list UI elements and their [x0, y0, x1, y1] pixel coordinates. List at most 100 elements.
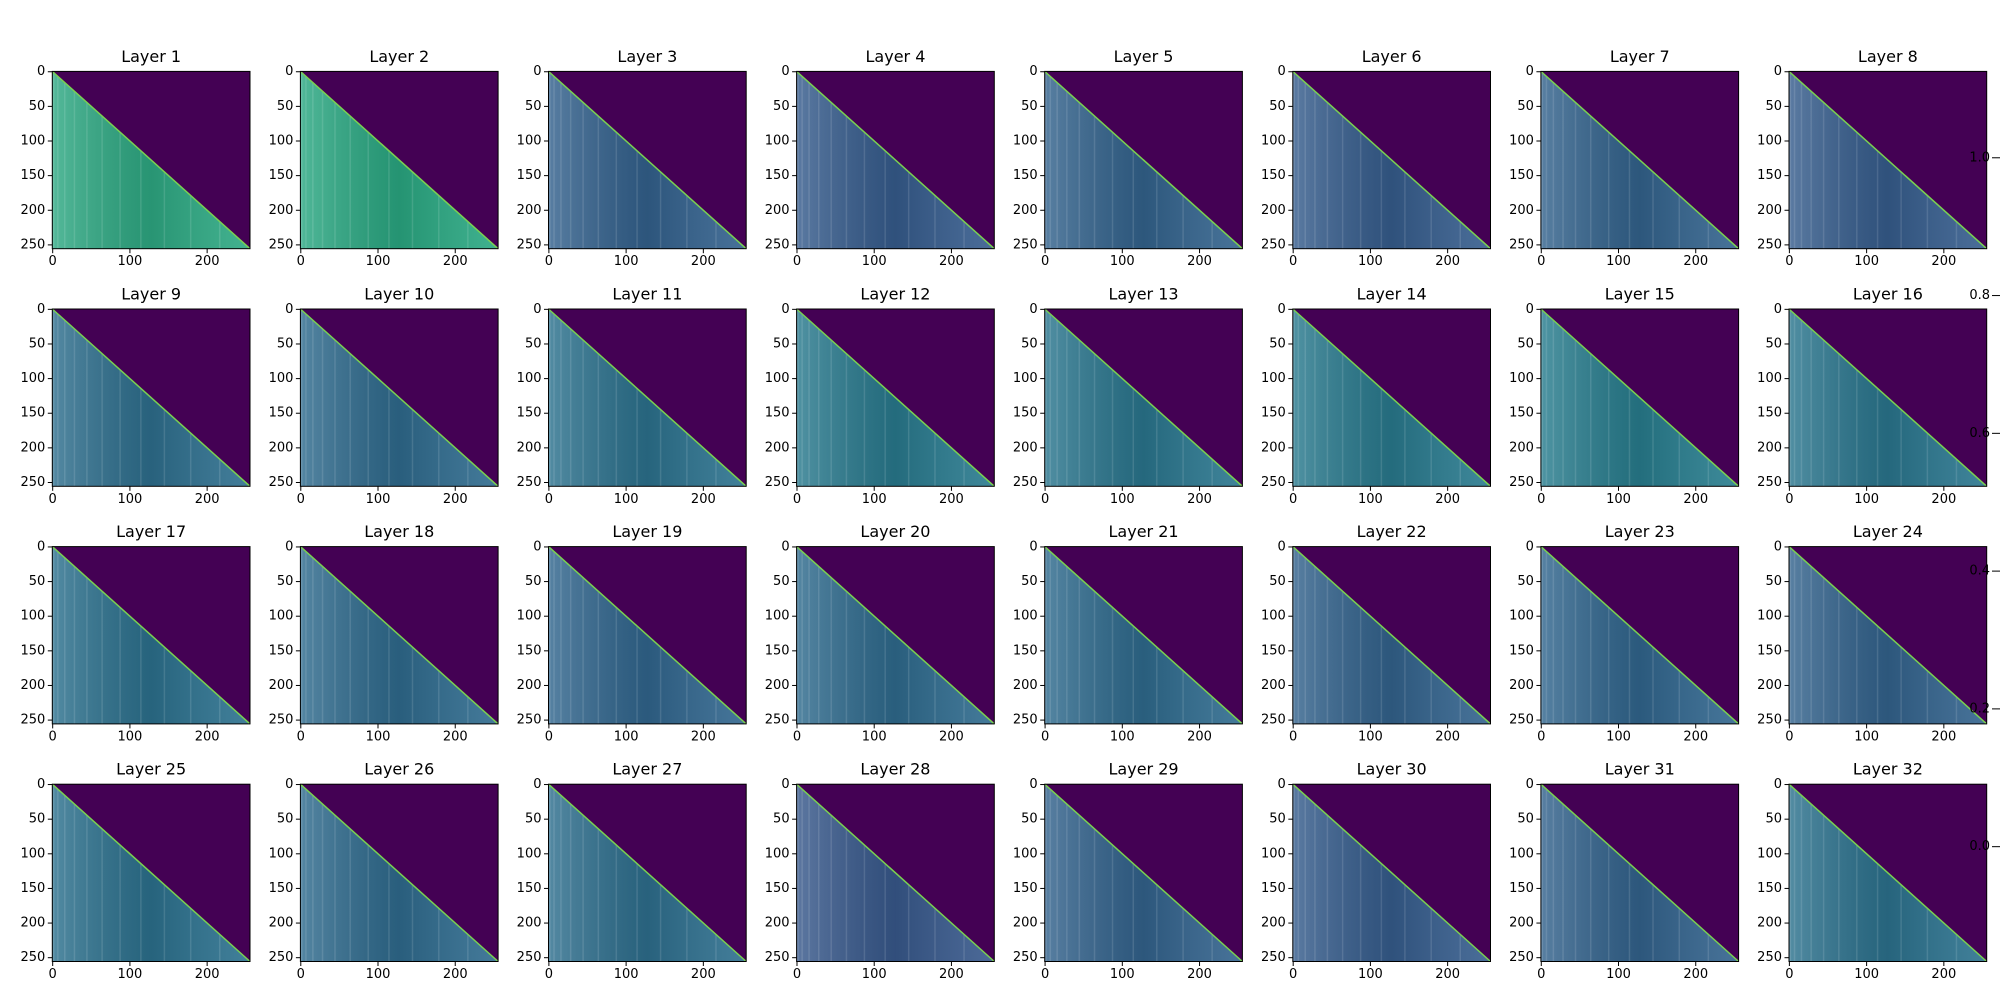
- x-tick-label: 200: [1931, 492, 1956, 507]
- y-tick-label: 250: [765, 713, 790, 728]
- x-tick-label: 100: [1358, 729, 1383, 744]
- y-tick-label: 200: [269, 440, 294, 455]
- y-tick-label: 150: [269, 168, 294, 183]
- y-tick-label: 50: [525, 574, 542, 589]
- x-tick-label: 0: [1041, 254, 1049, 269]
- y-tick-label: 50: [277, 336, 294, 351]
- heatmap-diagonal: [299, 308, 499, 487]
- y-tick-label: 200: [1509, 678, 1534, 693]
- x-tick-label: 100: [1358, 254, 1383, 269]
- x-tick-label: 200: [443, 729, 468, 744]
- y-tick-label: 0: [781, 64, 789, 79]
- subplot: Layer 16 0 100 200 0 50 100 150 200 250: [1757, 285, 1988, 507]
- axes-frame: [51, 783, 251, 963]
- y-tick-label: 250: [20, 713, 45, 728]
- heatmap-diagonal: [796, 308, 995, 487]
- y-tick-label: 0: [1029, 64, 1037, 79]
- y-tick-label: 150: [20, 406, 45, 421]
- x-tick-label: 0: [49, 967, 57, 982]
- y-tick-label: 50: [1021, 574, 1038, 589]
- heatmap-diagonal: [1044, 70, 1243, 250]
- y-tick-label: 250: [269, 237, 294, 252]
- y-tick-label: 0: [1774, 777, 1782, 792]
- subplot: Layer 4 0 100 200 0 50 100 150 200 250: [765, 47, 995, 269]
- y-tick-label: 250: [1509, 713, 1534, 728]
- y-tick-label: 50: [1765, 336, 1782, 351]
- y-tick-label: 100: [20, 846, 45, 861]
- x-tick-label: 100: [1606, 967, 1631, 982]
- y-tick-label: 100: [269, 371, 294, 386]
- y-tick-label: 100: [1013, 134, 1038, 149]
- x-tick-label: 100: [366, 254, 391, 269]
- y-tick-label: 200: [1757, 440, 1782, 455]
- y-tick-label: 0: [1029, 777, 1037, 792]
- heatmap-diagonal: [796, 70, 995, 250]
- y-tick-label: 150: [269, 406, 294, 421]
- y-tick-label: 50: [1765, 574, 1782, 589]
- y-tick-label: 200: [1261, 916, 1286, 931]
- subplot-title: Layer 23: [1605, 522, 1675, 541]
- subplot-title: Layer 22: [1357, 522, 1427, 541]
- y-tick-label: 50: [29, 336, 46, 351]
- subplot: Layer 11 0 100 200 0 50 100 150 200 250: [517, 285, 747, 507]
- x-tick-label: 200: [939, 729, 964, 744]
- subplot-title: Layer 8: [1858, 47, 1918, 66]
- y-tick-label: 150: [269, 881, 294, 896]
- y-tick-label: 150: [1757, 881, 1782, 896]
- heatmap-diagonal: [1540, 783, 1740, 963]
- y-tick-label: 250: [765, 950, 790, 965]
- heatmap-diagonal: [299, 70, 499, 250]
- subplot: Layer 22 0 100 200 0 50 100 150 200 250: [1261, 522, 1492, 744]
- subplot: Layer 32 0 100 200 0 50 100 150 200 250: [1757, 760, 1988, 982]
- y-tick-label: 100: [1013, 371, 1038, 386]
- heatmap-diagonal: [1292, 546, 1492, 725]
- subplot-title: Layer 7: [1610, 47, 1670, 66]
- y-tick-label: 50: [29, 812, 46, 827]
- heatmap-diagonal: [1292, 783, 1492, 963]
- heatmap-diagonal: [547, 783, 747, 963]
- y-tick-label: 200: [1013, 916, 1038, 931]
- subplot: Layer 9 0 100 200 0 50 100 150 200 250: [20, 285, 251, 507]
- x-tick-label: 0: [1289, 254, 1297, 269]
- y-tick-label: 50: [773, 812, 790, 827]
- x-tick-label: 100: [1606, 492, 1631, 507]
- y-tick-label: 200: [517, 203, 542, 218]
- y-tick-label: 250: [1013, 475, 1038, 490]
- y-tick-label: 0: [1526, 302, 1534, 317]
- y-tick-label: 50: [29, 99, 46, 114]
- x-tick-label: 200: [1931, 729, 1956, 744]
- y-tick-label: 150: [269, 643, 294, 658]
- axes-frame: [1044, 546, 1243, 725]
- y-tick-label: 50: [525, 812, 542, 827]
- y-tick-label: 150: [1013, 406, 1038, 421]
- heatmap-diagonal: [1044, 783, 1243, 963]
- y-tick-label: 200: [1261, 678, 1286, 693]
- x-tick-label: 100: [1606, 254, 1631, 269]
- y-tick-label: 0: [1278, 777, 1286, 792]
- y-tick-label: 150: [1509, 168, 1534, 183]
- x-tick-label: 0: [297, 967, 305, 982]
- x-tick-label: 200: [1435, 254, 1460, 269]
- y-tick-label: 100: [1757, 846, 1782, 861]
- y-tick-label: 250: [269, 950, 294, 965]
- y-tick-label: 0: [1774, 302, 1782, 317]
- y-tick-label: 250: [1013, 237, 1038, 252]
- x-tick-label: 100: [1358, 967, 1383, 982]
- y-tick-label: 200: [269, 678, 294, 693]
- x-tick-label: 0: [545, 729, 553, 744]
- subplot-title: Layer 4: [866, 47, 926, 66]
- subplot-title: Layer 11: [612, 285, 682, 304]
- y-tick-label: 100: [1509, 371, 1534, 386]
- x-tick-label: 0: [1785, 729, 1793, 744]
- y-tick-label: 200: [1013, 440, 1038, 455]
- y-tick-label: 0: [1774, 64, 1782, 79]
- y-tick-label: 150: [1757, 406, 1782, 421]
- y-tick-label: 200: [1757, 916, 1782, 931]
- x-tick-label: 0: [1785, 967, 1793, 982]
- x-tick-label: 100: [1358, 492, 1383, 507]
- x-tick-label: 0: [1537, 967, 1545, 982]
- y-tick-label: 0: [1029, 539, 1037, 554]
- y-tick-label: 150: [765, 643, 790, 658]
- x-tick-label: 0: [793, 492, 801, 507]
